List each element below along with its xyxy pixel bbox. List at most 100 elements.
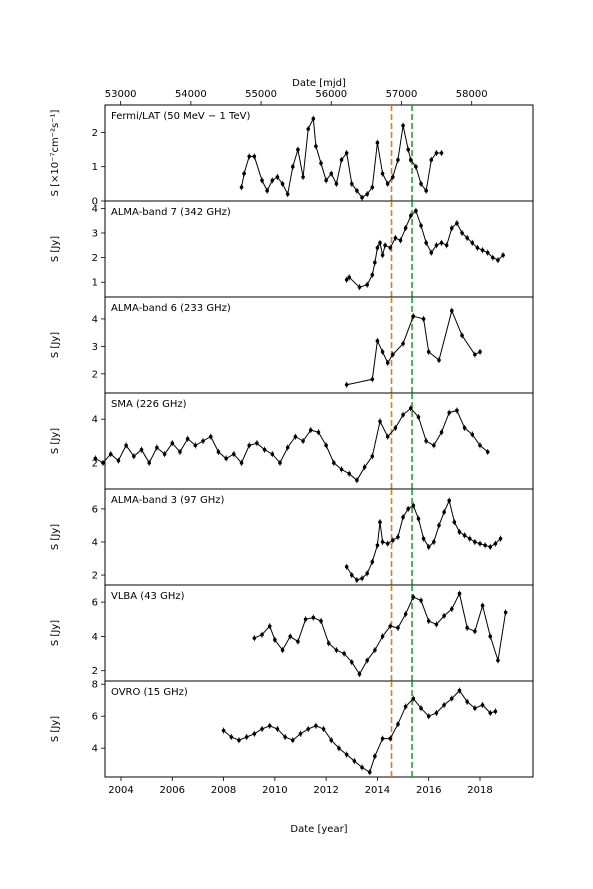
data-point <box>357 285 362 289</box>
data-point <box>383 243 387 248</box>
data-point <box>437 358 441 362</box>
data-point <box>252 154 257 159</box>
y-axis-label: S [Jy] <box>50 236 61 262</box>
y-axis-label: S [Jy] <box>50 524 61 550</box>
data-point <box>439 241 444 245</box>
data-point <box>411 314 416 319</box>
y-tick-label: 2 <box>92 369 98 380</box>
y-tick-label: 3 <box>92 229 98 240</box>
y-axis-label: S [Jy] <box>50 332 61 358</box>
data-point <box>216 450 221 454</box>
data-point <box>360 576 364 581</box>
data-point <box>460 333 464 338</box>
data-point <box>426 714 431 718</box>
data-point <box>342 651 346 656</box>
data-point <box>321 727 326 731</box>
data-point <box>311 615 316 620</box>
data-point <box>403 612 408 616</box>
bottom-tick-label: 2010 <box>262 785 287 796</box>
y-tick-label: 6 <box>92 504 98 515</box>
data-point <box>447 498 452 503</box>
data-point <box>298 732 303 736</box>
data-point <box>408 213 413 218</box>
data-point <box>426 350 431 354</box>
data-point <box>470 432 475 437</box>
data-point <box>370 560 375 564</box>
data-point <box>308 428 313 432</box>
y-tick-label: 4 <box>92 744 98 755</box>
panel-title: VLBA (43 GHz) <box>111 591 185 602</box>
data-point <box>480 603 485 608</box>
data-point <box>478 541 482 546</box>
data-point <box>314 144 318 148</box>
data-point <box>378 520 382 524</box>
data-point <box>370 377 375 382</box>
panels: 0 1 2 S [×10⁻⁷cm⁻²s⁻¹] Fermi/LAT (50 MeV − 1… <box>50 104 534 781</box>
data-point <box>247 443 252 448</box>
data-point <box>288 634 293 639</box>
data-point <box>260 632 264 637</box>
data-point <box>421 536 426 541</box>
data-point <box>426 619 431 623</box>
data-point <box>462 533 467 538</box>
data-point <box>370 454 375 459</box>
data-point <box>403 226 408 230</box>
data-point <box>473 352 477 357</box>
data-point <box>329 738 334 742</box>
data-point <box>411 503 416 508</box>
data-point <box>365 192 369 196</box>
data-point <box>449 308 454 313</box>
data-point <box>385 361 390 365</box>
data-point <box>242 171 246 176</box>
data-point <box>237 738 241 742</box>
y-tick-label: 2 <box>92 458 98 469</box>
data-point <box>444 243 449 248</box>
data-point <box>306 727 310 731</box>
data-point <box>414 209 418 213</box>
data-point <box>221 728 226 733</box>
data-point <box>370 185 375 190</box>
data-point <box>275 727 280 731</box>
data-point <box>378 419 382 424</box>
data-point <box>503 610 508 615</box>
data-point <box>260 727 264 731</box>
data-point <box>391 175 395 179</box>
data-point <box>457 591 462 596</box>
data-point <box>419 182 423 186</box>
y-tick-label: 4 <box>92 204 98 215</box>
data-point <box>262 447 267 452</box>
data-point <box>347 471 352 476</box>
y-axis-label: S [Jy] <box>50 428 61 454</box>
data-point <box>229 735 234 739</box>
data-point <box>493 709 498 714</box>
top-mjd-axis: 53000 54000 55000 56000 57000 58000 <box>105 89 488 105</box>
data-point <box>475 245 480 250</box>
series-line <box>95 407 489 482</box>
data-point <box>267 724 272 728</box>
data-point <box>473 706 477 710</box>
data-point <box>116 458 121 463</box>
data-point <box>385 434 390 439</box>
data-point <box>291 738 295 742</box>
data-point <box>419 223 423 228</box>
data-point <box>393 236 398 240</box>
top-tick-label: 57000 <box>386 89 418 100</box>
data-point <box>403 704 408 709</box>
data-point <box>360 195 364 200</box>
y-tick-label: 2 <box>92 253 98 264</box>
data-point <box>326 641 331 646</box>
data-point <box>252 636 257 640</box>
data-point <box>393 426 398 430</box>
data-point <box>147 461 152 465</box>
data-point <box>303 617 308 622</box>
data-point <box>344 564 349 569</box>
data-point <box>391 538 395 543</box>
y-tick-label: 6 <box>92 712 98 723</box>
data-point <box>314 724 318 728</box>
data-point <box>139 447 144 452</box>
series-line <box>346 209 504 288</box>
data-point <box>493 541 498 546</box>
data-point <box>373 260 377 265</box>
data-point <box>385 182 390 186</box>
